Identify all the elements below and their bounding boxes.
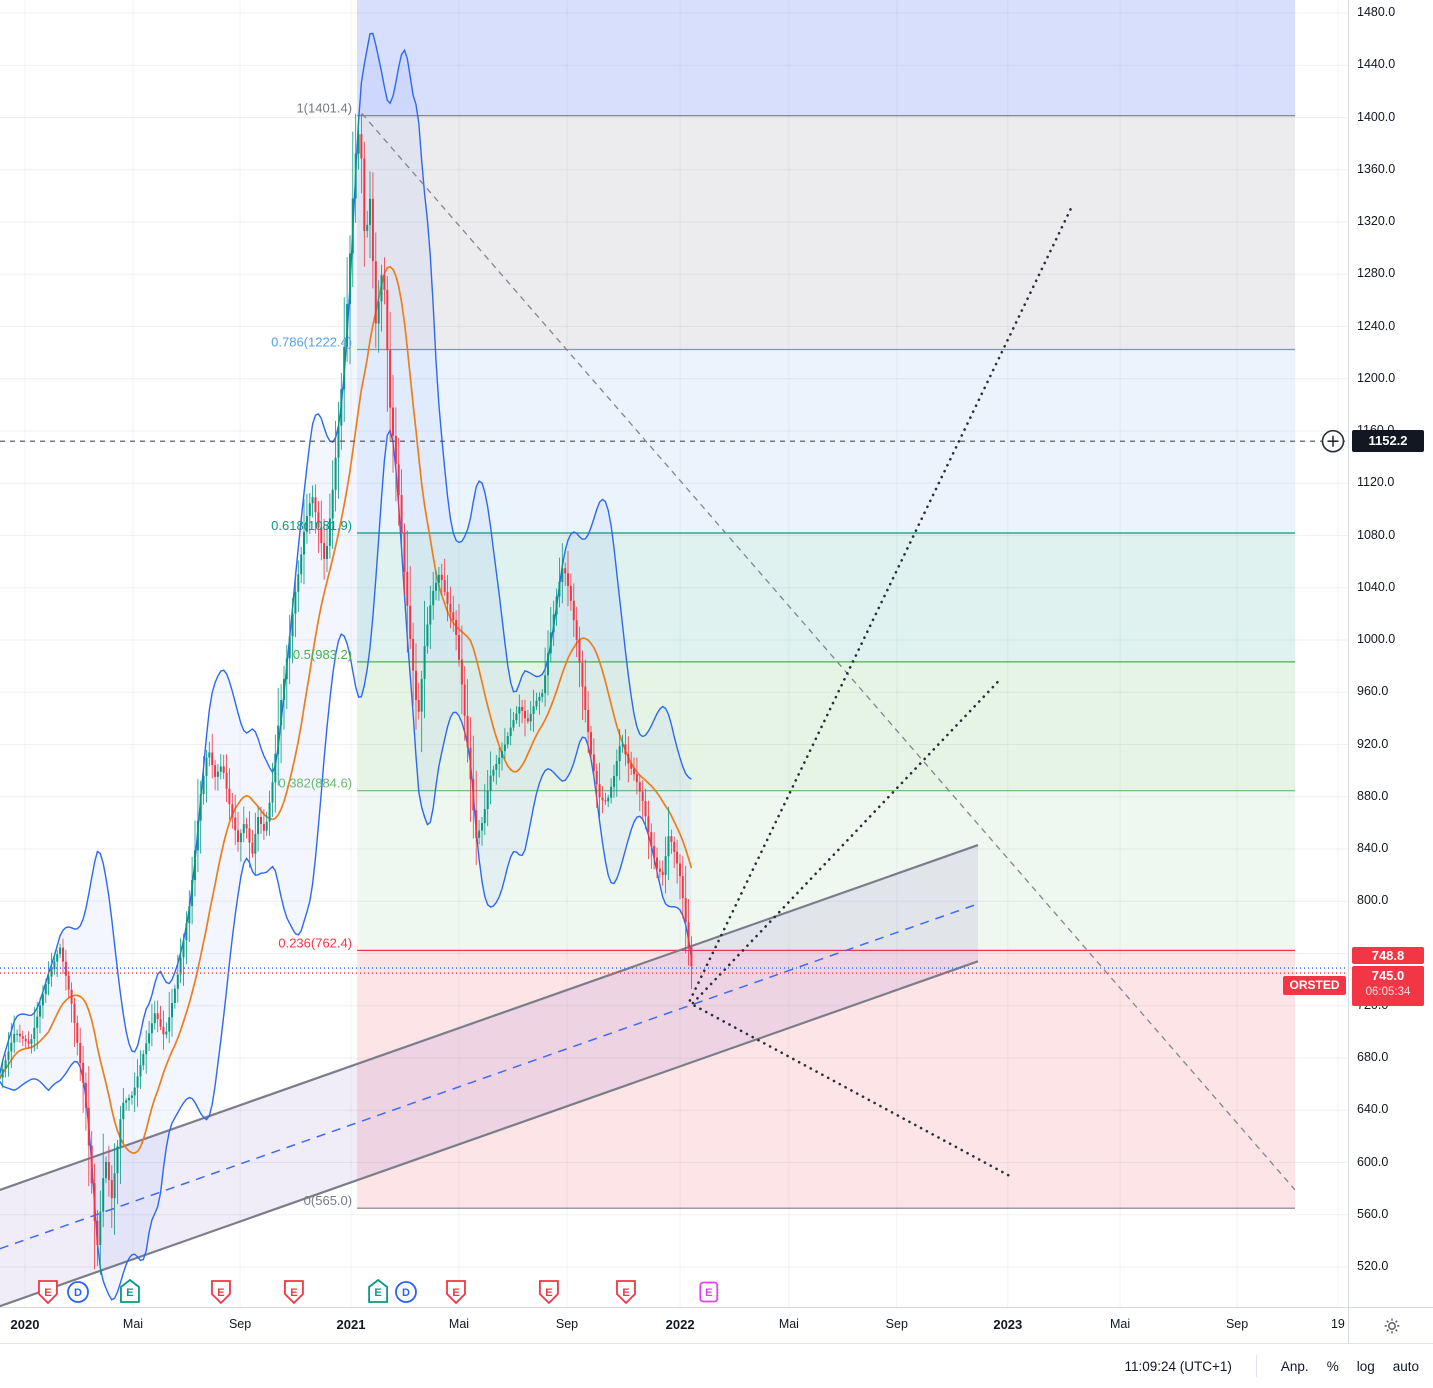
status-bar: 11:09:24 (UTC+1) Anp. % log auto	[0, 1343, 1433, 1388]
price-tick: 840.0	[1357, 841, 1389, 855]
price-tick: 1040.0	[1357, 579, 1396, 594]
time-tick: Mai	[448, 1317, 470, 1331]
earnings-icon	[284, 1280, 304, 1305]
time-tick: 19	[1330, 1317, 1345, 1331]
last-price-badge: 745.0 06:05:34	[1352, 966, 1424, 1006]
earnings-icon	[446, 1280, 466, 1305]
dividend-icon	[395, 1281, 417, 1303]
svg-text:0(565.0): 0(565.0)	[304, 1193, 352, 1208]
earnings-icon	[120, 1278, 140, 1303]
symbol-price-tag: ORSTED	[1283, 976, 1346, 995]
moving-average-line[interactable]	[0, 265, 693, 1154]
svg-text:E: E	[44, 1287, 51, 1299]
svg-text:E: E	[374, 1287, 381, 1299]
svg-text:E: E	[452, 1287, 459, 1299]
svg-text:D: D	[402, 1287, 410, 1299]
svg-text:D: D	[74, 1287, 82, 1299]
gear-icon[interactable]	[1382, 1316, 1402, 1336]
price-tick: 520.0	[1357, 1259, 1389, 1273]
time-tick: Sep	[1225, 1317, 1249, 1331]
price-tick: 1400.0	[1357, 109, 1396, 124]
last-price-value: 745.0	[1371, 968, 1405, 983]
dividend-icon	[67, 1281, 89, 1303]
price-tick: 680.0	[1357, 1050, 1389, 1064]
svg-text:E: E	[217, 1287, 224, 1299]
adjust-data-button[interactable]: Anp.	[1280, 1358, 1309, 1374]
price-tick: 1320.0	[1357, 214, 1396, 228]
time-tick: Sep	[228, 1317, 252, 1331]
chart-canvas[interactable]: 1(1401.4) 0.786(1222.4) 0.618(1081.9) 0.5(9…	[0, 0, 1348, 1307]
bollinger-bands[interactable]	[0, 32, 693, 1301]
time-axis[interactable]: 2020 Mai Sep 2021 Mai Sep 2022 Mai Sep 2023 Mai Sep…	[0, 1307, 1433, 1344]
time-tick: 2023	[993, 1317, 1023, 1332]
svg-text:E: E	[545, 1287, 552, 1299]
price-level-lines	[0, 967, 1348, 974]
earnings-upcoming-icon	[699, 1281, 719, 1303]
svg-text:E: E	[622, 1287, 629, 1299]
dotted-trendlines[interactable]	[688, 205, 1074, 1180]
price-tick: 800.0	[1357, 893, 1389, 908]
time-tick: Mai	[778, 1317, 799, 1331]
time-tick: 2020	[10, 1317, 40, 1332]
price-tick: 1280.0	[1357, 266, 1396, 281]
auto-scale-button[interactable]: auto	[1392, 1358, 1419, 1374]
svg-text:1(1401.4): 1(1401.4)	[296, 101, 352, 116]
price-tick: 1080.0	[1357, 527, 1396, 542]
session-clock[interactable]: 11:09:24 (UTC+1)	[1124, 1358, 1232, 1374]
svg-text:0.786(1222.4): 0.786(1222.4)	[271, 335, 352, 350]
price-chart-pane[interactable]: 1(1401.4) 0.786(1222.4) 0.618(1081.9) 0.5(9…	[0, 0, 1348, 1307]
svg-text:0.382(884.6): 0.382(884.6)	[278, 776, 352, 791]
svg-text:0.618(1081.9): 0.618(1081.9)	[271, 518, 352, 533]
session-countdown: 06:05:34	[1365, 986, 1411, 998]
gridlines	[0, 0, 1348, 1307]
price-tick: 1440.0	[1357, 57, 1396, 72]
price-tick: 560.0	[1357, 1206, 1389, 1221]
time-tick: Sep	[885, 1317, 908, 1331]
add-alert-plus-button[interactable]	[1321, 429, 1345, 453]
price-tick: 640.0	[1357, 1102, 1389, 1117]
earnings-icon	[616, 1280, 636, 1305]
axis-settings-corner[interactable]	[1348, 1308, 1433, 1344]
prev-close-badge: 748.8	[1352, 947, 1424, 964]
percent-scale-button[interactable]: %	[1326, 1358, 1339, 1374]
svg-text:0.236(762.4): 0.236(762.4)	[278, 935, 352, 950]
crosshair-price-badge: 1152.2	[1352, 430, 1424, 452]
price-tick: 1200.0	[1357, 370, 1396, 385]
time-tick: 2022	[665, 1317, 695, 1332]
price-tick: 1120.0	[1357, 475, 1395, 490]
price-tick: 1480.0	[1357, 5, 1396, 19]
earnings-icon	[211, 1280, 231, 1305]
time-tick: 2021	[336, 1317, 366, 1332]
price-tick: 880.0	[1357, 788, 1389, 803]
status-divider	[1255, 1355, 1257, 1377]
earnings-icon	[38, 1280, 58, 1305]
candlestick-series[interactable]	[0, 113, 693, 1275]
svg-text:E: E	[126, 1287, 133, 1299]
earnings-icon	[368, 1278, 389, 1303]
fib-level-labels: 1(1401.4) 0.786(1222.4) 0.618(1081.9) 0.5(9…	[271, 101, 352, 1208]
time-tick: Mai	[1110, 1317, 1131, 1331]
log-scale-button[interactable]: log	[1356, 1358, 1375, 1374]
price-tick: 600.0	[1357, 1154, 1389, 1169]
time-tick: Sep	[555, 1317, 579, 1331]
earnings-icon	[539, 1280, 559, 1305]
price-tick: 920.0	[1357, 736, 1389, 751]
svg-text:0.5(983.2): 0.5(983.2)	[293, 647, 352, 662]
price-tick: 960.0	[1357, 684, 1389, 699]
svg-text:E: E	[290, 1287, 297, 1299]
price-tick: 1360.0	[1357, 161, 1396, 176]
price-axis[interactable]: 1480.0 1440.0 1400.0 1360.0 1320.0 1280.0 1240…	[1348, 0, 1433, 1307]
time-tick: Mai	[122, 1317, 144, 1331]
price-tick: 1000.0	[1357, 632, 1396, 646]
svg-text:E: E	[705, 1287, 712, 1299]
price-tick: 1240.0	[1357, 318, 1396, 333]
